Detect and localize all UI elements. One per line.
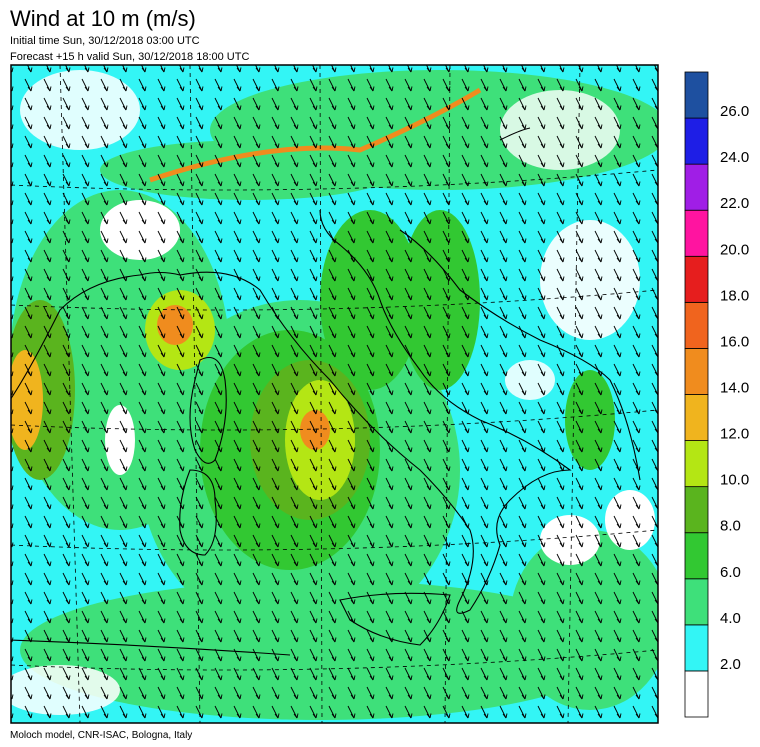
colorbar-label: 18.0 <box>720 287 749 304</box>
colorbar-label: 8.0 <box>720 518 741 535</box>
colorbar-swatch <box>684 209 709 257</box>
map <box>11 65 658 723</box>
colorbar-swatch <box>684 440 709 488</box>
footer: Moloch model, CNR-ISAC, Bologna, Italy <box>10 730 192 741</box>
colorbar-label: 16.0 <box>720 333 749 350</box>
colorbar-swatch <box>684 163 709 211</box>
colorbar-swatch <box>684 117 709 165</box>
forecast-time: Forecast +15 h valid Sun, 30/12/2018 18:… <box>10 51 249 63</box>
colorbar-swatch <box>684 486 709 534</box>
colorbar-swatch <box>684 301 709 349</box>
colorbar-label: 26.0 <box>720 103 749 120</box>
map-frame <box>10 64 659 724</box>
colorbar: 2.0 4.0 6.0 8.0 10.0 12.0 14.0 16.0 18.0 20.0 22.0… <box>684 71 749 718</box>
initial-time: Initial time Sun, 30/12/2018 03:00 UTC <box>10 35 200 47</box>
colorbar-label: 10.0 <box>720 472 749 489</box>
colorbar-swatch <box>684 670 709 718</box>
colorbar-swatch <box>684 578 709 626</box>
wind-arrows <box>11 65 658 723</box>
colorbar-label: 4.0 <box>720 610 741 627</box>
colorbar-swatch <box>684 71 709 119</box>
colorbar-swatch <box>684 532 709 580</box>
colorbar-label: 20.0 <box>720 241 749 258</box>
colorbar-label: 22.0 <box>720 195 749 212</box>
colorbar-label: 6.0 <box>720 564 741 581</box>
title: Wind at 10 m (m/s) <box>10 6 196 31</box>
colorbar-swatch <box>684 348 709 395</box>
colorbar-label: 14.0 <box>720 380 749 397</box>
colorbar-label: 24.0 <box>720 149 749 166</box>
colorbar-swatch <box>684 255 709 303</box>
colorbar-label: 12.0 <box>720 426 749 443</box>
colorbar-swatch <box>684 394 709 441</box>
colorbar-swatch <box>684 624 709 672</box>
colorbar-label: 2.0 <box>720 656 741 673</box>
